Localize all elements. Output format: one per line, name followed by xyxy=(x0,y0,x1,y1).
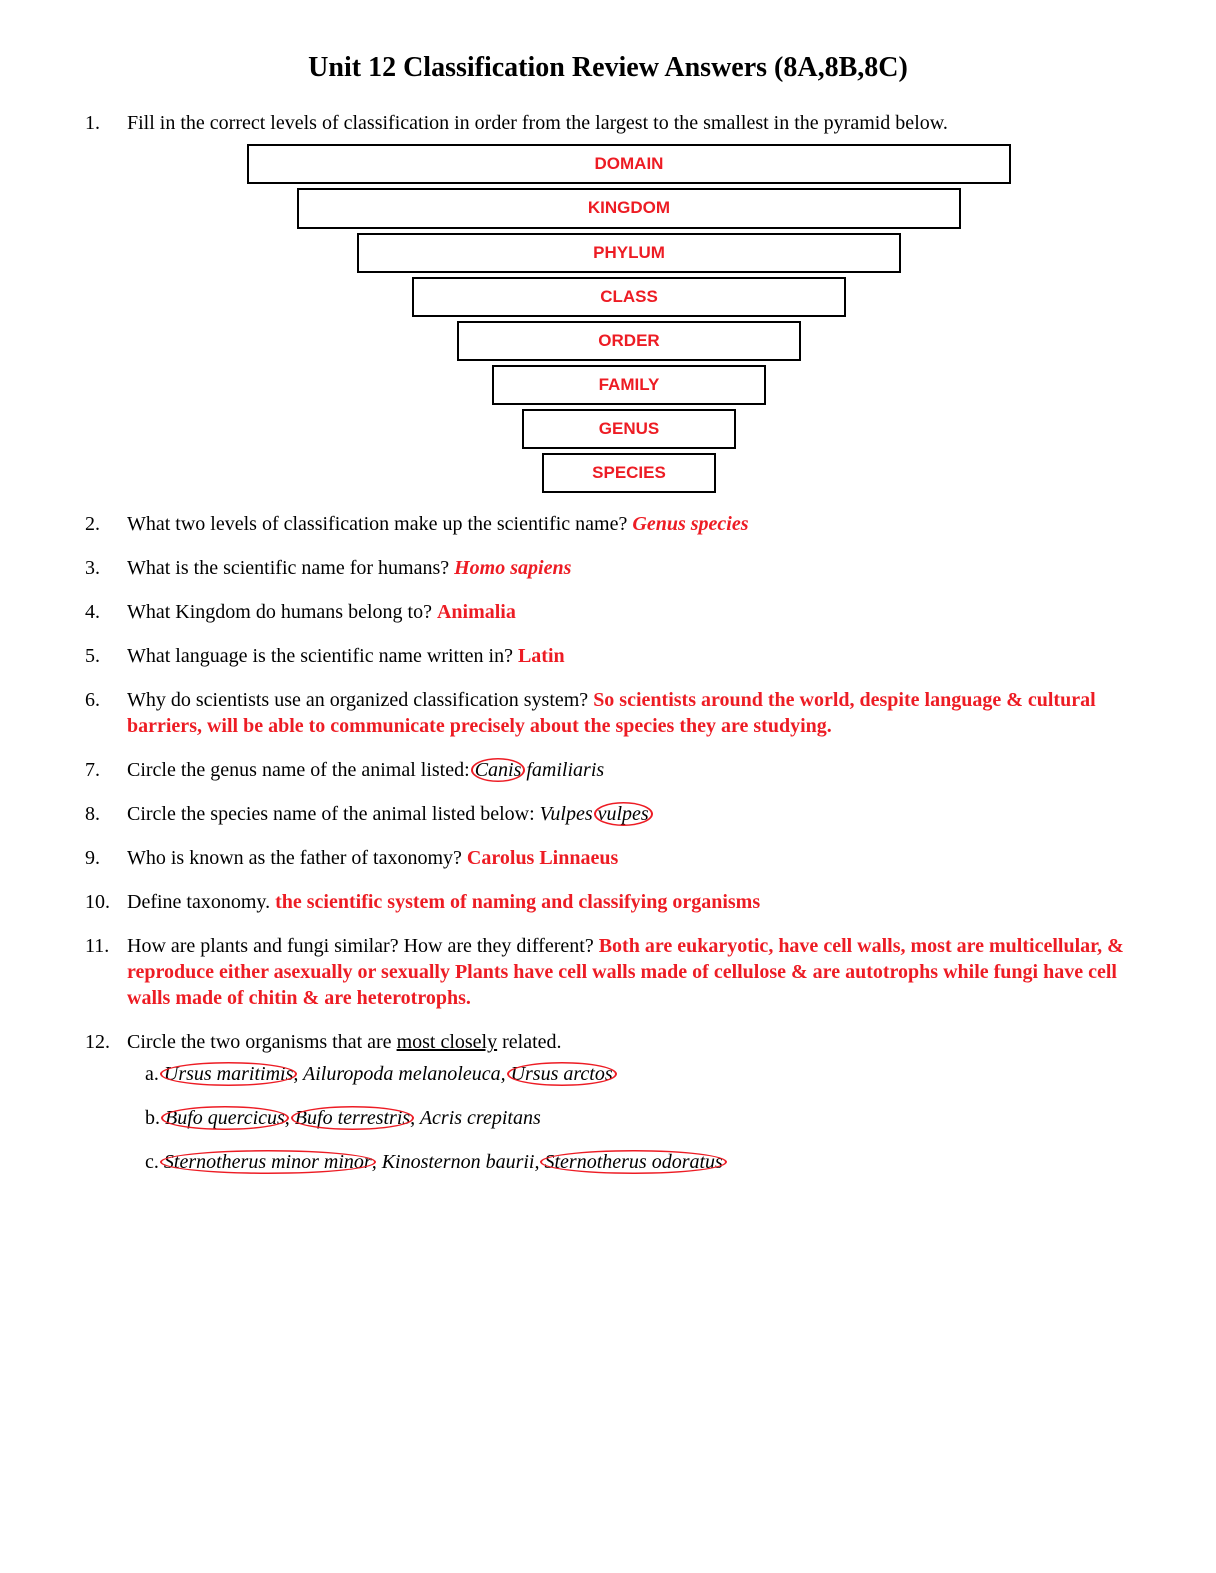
circled-organism: Bufo quercicus xyxy=(165,1105,285,1131)
organism: Acris crepitans xyxy=(420,1107,541,1129)
q-number: 11. xyxy=(85,933,109,959)
q-text-a: Circle the two organisms that are xyxy=(127,1031,397,1053)
organism: Ailuropoda melanoleuca xyxy=(303,1063,501,1085)
q-text: Circle the genus name of the animal list… xyxy=(127,759,475,781)
circled-organism: Sternotherus odoratus xyxy=(544,1149,722,1175)
q-number: 4. xyxy=(85,599,100,625)
circled-organism: Bufo terrestris xyxy=(295,1105,410,1131)
q-text: What Kingdom do humans belong to? xyxy=(127,601,437,623)
answer: Latin xyxy=(518,645,565,667)
q-number: 1. xyxy=(85,110,100,136)
circled-organism: Sternotherus minor minor xyxy=(164,1149,372,1175)
q-number: 10. xyxy=(85,889,110,915)
question-9: 9. Who is known as the father of taxonom… xyxy=(85,845,1131,871)
page-title: Unit 12 Classification Review Answers (8… xyxy=(85,50,1131,86)
answer: Genus species xyxy=(632,513,748,535)
sub-c: c. Sternotherus minor minor, Kinosternon… xyxy=(145,1149,1131,1175)
pyramid-level-class: CLASS xyxy=(412,277,846,317)
q-number: 6. xyxy=(85,687,100,713)
sub-list: a. Ursus maritimis, Ailuropoda melanoleu… xyxy=(127,1061,1131,1175)
pyramid-level-phylum: PHYLUM xyxy=(357,233,901,273)
answer: Carolus Linnaeus xyxy=(467,847,618,869)
circled-genus: Canis xyxy=(475,757,522,783)
question-6: 6. Why do scientists use an organized cl… xyxy=(85,687,1131,739)
circled-organism: Ursus maritimis xyxy=(164,1061,293,1087)
pyramid-level-family: FAMILY xyxy=(492,365,766,405)
q-text: What language is the scientific name wri… xyxy=(127,645,518,667)
answer: Homo sapiens xyxy=(454,557,571,579)
q-number: 3. xyxy=(85,555,100,581)
pyramid-level-species: SPECIES xyxy=(542,453,716,493)
q-text: Who is known as the father of taxonomy? xyxy=(127,847,467,869)
question-1: 1. Fill in the correct levels of classif… xyxy=(85,110,1131,493)
question-2: 2. What two levels of classification mak… xyxy=(85,511,1131,537)
q-text-c: related. xyxy=(497,1031,561,1053)
q-number: 2. xyxy=(85,511,100,537)
question-3: 3. What is the scientific name for human… xyxy=(85,555,1131,581)
classification-pyramid: DOMAIN KINGDOM PHYLUM CLASS ORDER FAMILY… xyxy=(127,144,1131,493)
organism: Kinosternon baurii xyxy=(382,1151,535,1173)
question-7: 7. Circle the genus name of the animal l… xyxy=(85,757,1131,783)
question-10: 10. Define taxonomy. the scientific syst… xyxy=(85,889,1131,915)
pyramid-level-genus: GENUS xyxy=(522,409,736,449)
q-text: Circle the species name of the animal li… xyxy=(127,803,540,825)
answer: Animalia xyxy=(437,601,516,623)
q-text-underline: most closely xyxy=(397,1031,498,1053)
q-text: Fill in the correct levels of classifica… xyxy=(127,112,948,134)
q-text: Define taxonomy. xyxy=(127,891,275,913)
pyramid-level-order: ORDER xyxy=(457,321,801,361)
question-5: 5. What language is the scientific name … xyxy=(85,643,1131,669)
pyramid-level-kingdom: KINGDOM xyxy=(297,188,961,228)
answer: the scientific system of naming and clas… xyxy=(275,891,760,913)
q-number: 7. xyxy=(85,757,100,783)
genus-text: Vulpes xyxy=(540,803,598,825)
question-4: 4. What Kingdom do humans belong to? Ani… xyxy=(85,599,1131,625)
species-text: familiaris xyxy=(521,759,604,781)
q-number: 5. xyxy=(85,643,100,669)
circled-species: vulpes xyxy=(598,801,649,827)
pyramid-level-domain: DOMAIN xyxy=(247,144,1011,184)
question-11: 11. How are plants and fungi similar? Ho… xyxy=(85,933,1131,1011)
q-text: How are plants and fungi similar? How ar… xyxy=(127,935,599,957)
question-8: 8. Circle the species name of the animal… xyxy=(85,801,1131,827)
sub-a: a. Ursus maritimis, Ailuropoda melanoleu… xyxy=(145,1061,1131,1087)
q-number: 9. xyxy=(85,845,100,871)
q-text: What is the scientific name for humans? xyxy=(127,557,454,579)
q-number: 8. xyxy=(85,801,100,827)
sub-b: b. Bufo quercicus, Bufo terrestris, Acri… xyxy=(145,1105,1131,1131)
question-12: 12. Circle the two organisms that are mo… xyxy=(85,1029,1131,1175)
q-text: What two levels of classification make u… xyxy=(127,513,632,535)
circled-organism: Ursus arctos xyxy=(511,1061,613,1087)
q-number: 12. xyxy=(85,1029,110,1055)
q-text: Why do scientists use an organized class… xyxy=(127,689,593,711)
question-list: 1. Fill in the correct levels of classif… xyxy=(85,110,1131,1175)
